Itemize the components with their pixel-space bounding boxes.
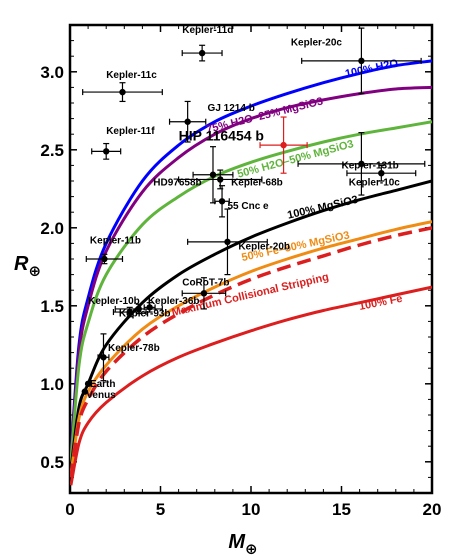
planet-point: Earth bbox=[84, 379, 116, 390]
planet-marker bbox=[126, 308, 133, 316]
planet-label: Earth bbox=[90, 379, 116, 390]
planet-label: Kepler-36b bbox=[148, 296, 200, 307]
planet-label: Kepler-11c bbox=[106, 70, 157, 81]
planet-point: 55 Cnc e bbox=[214, 185, 269, 218]
y-axis-label: R⊕ bbox=[14, 253, 41, 280]
planet-marker bbox=[280, 141, 287, 149]
curve-label: 100% Fe bbox=[358, 293, 404, 313]
x-tick-label: 10 bbox=[242, 500, 261, 519]
curve-label: 50% H2O–50% MgSiO3 bbox=[236, 138, 355, 181]
y-tick-label: 3.0 bbox=[40, 63, 64, 82]
planet-point: Kepler-131b bbox=[297, 132, 426, 196]
planet-point: Kepler-11c bbox=[82, 70, 163, 103]
curve-50-fe-50-mgsio3 bbox=[70, 220, 432, 475]
planet-marker bbox=[358, 57, 365, 65]
planet-point: Kepler-11d bbox=[181, 25, 233, 62]
x-axis-label: M⊕ bbox=[228, 531, 257, 558]
planet-point: HIP 116454 b bbox=[179, 116, 308, 174]
planet-point: Kepler-20b bbox=[187, 208, 290, 276]
planet-point: Venus bbox=[81, 388, 116, 401]
planet-marker bbox=[100, 354, 107, 361]
planet-marker bbox=[218, 198, 226, 205]
planet-label: Kepler-10c bbox=[349, 178, 401, 189]
planet-label: Venus bbox=[86, 390, 116, 401]
planet-label: Kepler-20b bbox=[238, 242, 290, 253]
planet-label: Kepler-11f bbox=[106, 126, 155, 137]
planet-marker bbox=[84, 380, 92, 387]
planet-marker bbox=[200, 290, 208, 297]
planet-marker bbox=[217, 176, 224, 183]
planet-marker bbox=[209, 171, 217, 178]
planet-point: Kepler-11b bbox=[85, 235, 141, 265]
planet-point: Kepler-93b bbox=[114, 303, 171, 320]
planet-marker bbox=[119, 88, 126, 96]
planet-marker bbox=[101, 255, 108, 263]
planet-label: GJ 1214 b bbox=[208, 103, 255, 114]
x-tick-label: 15 bbox=[332, 500, 351, 519]
planet-point: Kepler-20c bbox=[291, 27, 422, 95]
curve-maximum-collisional-stripping bbox=[70, 226, 432, 478]
planet-marker bbox=[224, 238, 231, 246]
planet-label: 55 Cnc e bbox=[227, 201, 269, 212]
x-tick-label: 20 bbox=[423, 500, 442, 519]
y-tick-label: 1.5 bbox=[40, 297, 64, 316]
planet-marker bbox=[198, 49, 206, 57]
y-tick-label: 0.5 bbox=[40, 453, 64, 472]
y-tick-label: 1.0 bbox=[40, 375, 64, 394]
y-tick-label: 2.0 bbox=[40, 219, 64, 238]
planet-marker bbox=[135, 305, 142, 313]
planet-label: Kepler-131b bbox=[342, 161, 399, 172]
curve-100-h2o bbox=[70, 59, 432, 455]
planet-marker bbox=[184, 118, 191, 125]
planet-marker bbox=[103, 148, 110, 155]
planet-label: Kepler-11b bbox=[90, 235, 141, 246]
curve-100-mgsio3 bbox=[70, 179, 432, 470]
planet-label: Kepler-11d bbox=[182, 25, 233, 36]
planet-point: Kepler-78b bbox=[97, 333, 160, 382]
planet-point: Kepler-11f bbox=[91, 126, 155, 160]
planet-label: Kepler-78b bbox=[108, 343, 160, 354]
planet-marker bbox=[358, 160, 365, 168]
planet-label: Kepler-68b bbox=[231, 178, 283, 189]
planet-label: HD97658b bbox=[153, 178, 201, 189]
planet-label: Kepler-20c bbox=[291, 37, 343, 48]
planet-point: Kepler-10c bbox=[346, 164, 417, 189]
x-tick-label: 5 bbox=[156, 500, 165, 519]
curve-label: 100% MgSiO3 bbox=[286, 194, 359, 222]
planet-label: HIP 116454 b bbox=[179, 127, 264, 143]
planet-marker bbox=[81, 388, 89, 395]
y-tick-label: 2.5 bbox=[40, 141, 64, 160]
planet-marker bbox=[378, 170, 385, 177]
planet-point: GJ 1214 b bbox=[168, 100, 255, 143]
curve-100-fe bbox=[70, 285, 432, 486]
x-tick-label: 0 bbox=[65, 500, 74, 519]
planet-point: Kepler-10b bbox=[88, 296, 147, 318]
planet-label: CoRoT-7b bbox=[182, 278, 229, 289]
planet-label: Kepler-10b bbox=[88, 296, 140, 307]
planet-label: Kepler-93b bbox=[119, 309, 171, 320]
planet-point: CoRoT-7b bbox=[181, 277, 229, 310]
